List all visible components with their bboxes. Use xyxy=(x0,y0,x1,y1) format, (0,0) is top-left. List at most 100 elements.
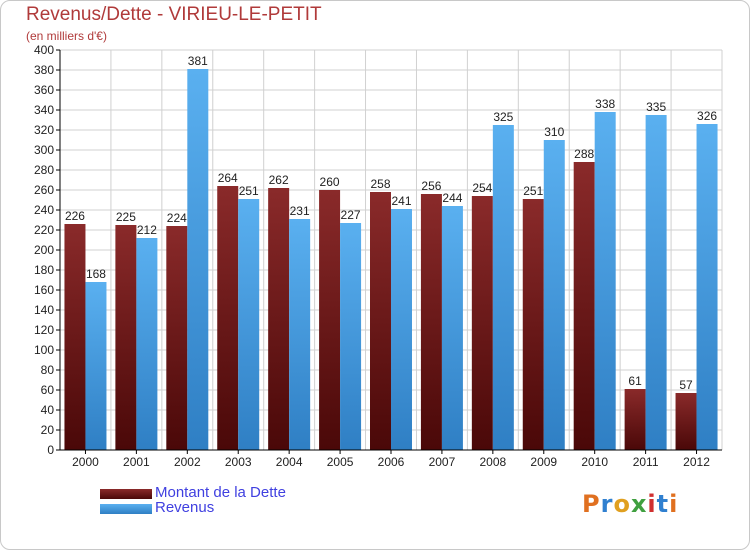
y-tick-label: 100 xyxy=(34,343,54,357)
y-tick-label: 360 xyxy=(34,83,54,97)
bar-debt xyxy=(166,226,188,450)
x-tick-label: 2009 xyxy=(530,455,557,469)
data-label-debt: 256 xyxy=(421,179,441,193)
data-label-debt: 61 xyxy=(628,374,642,388)
chart-subtitle: (en milliers d'€) xyxy=(26,29,107,43)
y-tick-label: 300 xyxy=(34,143,54,157)
y-tick-label: 60 xyxy=(41,383,55,397)
logo-letter: o xyxy=(613,490,631,518)
y-tick-label: 380 xyxy=(34,63,54,77)
y-tick-label: 160 xyxy=(34,283,54,297)
data-label-debt: 264 xyxy=(218,171,238,185)
bar-revenue xyxy=(594,112,616,450)
data-label-revenue: 326 xyxy=(697,109,717,123)
y-tick-label: 260 xyxy=(34,183,54,197)
data-label-revenue: 335 xyxy=(646,100,666,114)
legend-swatch-revenue xyxy=(100,504,152,514)
y-tick-label: 20 xyxy=(41,423,55,437)
data-label-revenue: 251 xyxy=(239,184,259,198)
data-label-debt: 260 xyxy=(320,175,340,189)
data-label-revenue: 168 xyxy=(86,267,106,281)
bar-revenue xyxy=(441,206,463,450)
bar-debt xyxy=(471,196,493,450)
x-tick-label: 2008 xyxy=(479,455,506,469)
bar-debt xyxy=(319,190,341,450)
data-label-revenue: 212 xyxy=(137,223,157,237)
x-tick-label: 2002 xyxy=(174,455,201,469)
legend-label-revenue: Revenus xyxy=(155,499,215,516)
bar-revenue xyxy=(645,115,667,450)
legend-label-debt: Montant de la Dette xyxy=(155,484,286,501)
data-label-revenue: 227 xyxy=(341,208,361,222)
data-label-debt: 258 xyxy=(370,177,390,191)
x-tick-label: 2005 xyxy=(327,455,354,469)
data-label-debt: 288 xyxy=(574,147,594,161)
bar-debt xyxy=(115,225,137,450)
x-tick-label: 2000 xyxy=(72,455,99,469)
bar-revenue xyxy=(85,282,107,450)
proxiti-logo[interactable]: Proxiti xyxy=(582,490,678,518)
x-tick-label: 2004 xyxy=(276,455,303,469)
logo-letter: x xyxy=(630,490,648,518)
data-label-revenue: 325 xyxy=(493,110,513,124)
y-tick-label: 240 xyxy=(34,203,54,217)
data-label-revenue: 310 xyxy=(544,125,564,139)
logo-letter: P xyxy=(582,490,601,518)
x-tick-label: 2003 xyxy=(225,455,252,469)
x-tick-label: 2007 xyxy=(429,455,456,469)
data-label-debt: 224 xyxy=(167,211,187,225)
bar-debt xyxy=(675,393,697,450)
data-label-debt: 226 xyxy=(65,209,85,223)
y-tick-label: 340 xyxy=(34,103,54,117)
data-label-debt: 254 xyxy=(472,181,492,195)
y-tick-label: 400 xyxy=(34,43,54,57)
data-label-revenue: 381 xyxy=(188,54,208,68)
bar-debt xyxy=(370,192,391,450)
logo-letter: r xyxy=(600,490,614,518)
x-tick-label: 2010 xyxy=(581,455,608,469)
logo-letter: i xyxy=(647,490,657,518)
y-tick-label: 140 xyxy=(34,303,54,317)
y-tick-label: 320 xyxy=(34,123,54,137)
data-label-debt: 225 xyxy=(116,210,136,224)
bar-revenue xyxy=(492,125,514,450)
bar-debt xyxy=(420,194,442,450)
bar-revenue xyxy=(289,219,311,450)
bar-debt xyxy=(573,162,595,450)
logo-letter: t xyxy=(656,490,670,518)
bar-revenue xyxy=(340,223,362,450)
y-tick-label: 80 xyxy=(41,363,55,377)
data-label-debt: 251 xyxy=(523,184,543,198)
x-tick-label: 2006 xyxy=(378,455,405,469)
x-tick-label: 2012 xyxy=(683,455,710,469)
y-tick-label: 180 xyxy=(34,263,54,277)
bar-revenue xyxy=(238,199,260,450)
data-label-debt: 57 xyxy=(679,378,693,392)
bar-debt xyxy=(217,186,239,450)
data-label-debt: 262 xyxy=(269,173,289,187)
bar-debt xyxy=(624,389,646,450)
logo-letter: i xyxy=(669,490,679,518)
chart-title: Revenus/Dette - VIRIEU-LE-PETIT xyxy=(26,4,322,25)
bar-revenue xyxy=(187,69,209,450)
y-tick-label: 0 xyxy=(47,443,54,457)
y-tick-label: 220 xyxy=(34,223,54,237)
data-label-revenue: 338 xyxy=(595,97,615,111)
y-tick-label: 120 xyxy=(34,323,54,337)
y-tick-label: 200 xyxy=(34,243,54,257)
x-tick-label: 2011 xyxy=(633,455,659,469)
legend-swatch-debt xyxy=(100,489,152,499)
y-tick-label: 40 xyxy=(41,403,55,417)
y-tick-label: 280 xyxy=(34,163,54,177)
bar-debt xyxy=(64,224,86,450)
bar-revenue xyxy=(391,209,412,450)
data-label-revenue: 244 xyxy=(442,191,462,205)
bar-debt xyxy=(268,188,290,450)
bar-debt xyxy=(522,199,544,450)
bar-revenue xyxy=(696,124,718,450)
x-tick-label: 2001 xyxy=(123,455,150,469)
bar-revenue xyxy=(136,238,158,450)
data-label-revenue: 241 xyxy=(391,194,411,208)
bar-revenue xyxy=(543,140,565,450)
